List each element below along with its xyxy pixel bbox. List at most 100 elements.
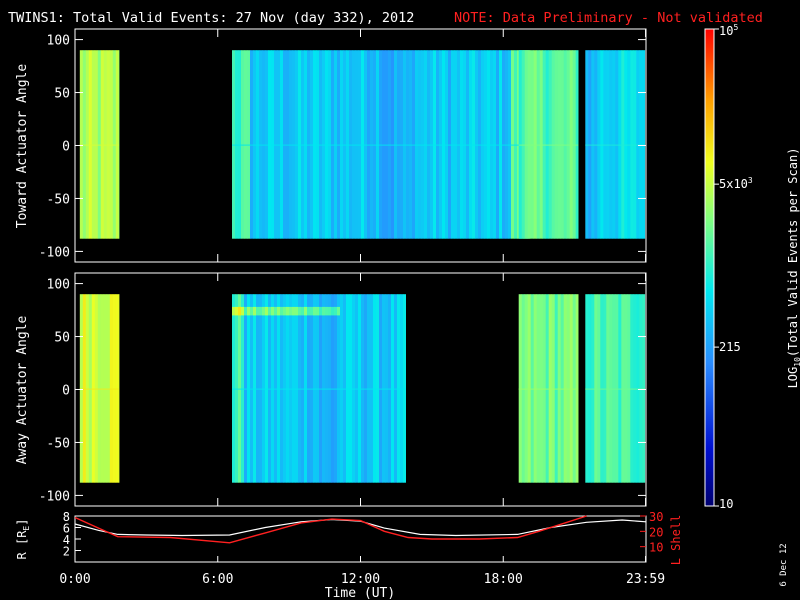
chart-title: TWINS1: Total Valid Events: 27 Nov (day … [8, 10, 414, 26]
toward-y-label: Toward Actuator Angle [15, 64, 30, 229]
orbit-frame [74, 515, 647, 563]
x-tick-label: 6:00 [202, 572, 233, 587]
heatmap-center-row [232, 388, 406, 390]
y-tick-label: -100 [39, 489, 70, 504]
colorbar-tick-label: 5x103 [719, 176, 753, 191]
colorbar-tick-label: 10 [719, 497, 733, 511]
heatmap-center-row [518, 144, 579, 146]
right-tick-label: 30 [649, 510, 663, 524]
away-y-label: Away Actuator Angle [15, 315, 30, 464]
right-tick-label: 20 [649, 525, 663, 539]
heatmap-band [337, 306, 341, 316]
heatmap-band [277, 306, 281, 316]
heatmap-band [322, 306, 326, 316]
y-tick-label: 100 [47, 278, 70, 293]
heatmap-band [316, 306, 320, 316]
heatmap-center-row [585, 144, 645, 146]
x-tick-label: 23:59 [626, 572, 665, 587]
l-shell-line [74, 515, 587, 544]
x-axis-label: Time (UT) [325, 586, 395, 600]
heatmap-band [238, 306, 242, 316]
away-x-ticks [74, 273, 647, 506]
heatmap-band [298, 306, 302, 316]
heatmap-band [232, 306, 236, 316]
heatmap-band [247, 306, 251, 316]
heatmap-band [262, 306, 266, 316]
heatmap-band [268, 306, 272, 316]
colorbar-gradient [704, 28, 715, 507]
away-heatmap [79, 294, 646, 483]
heatmap-band [286, 306, 290, 316]
colorbar-label: LOG10(Total Valid Events per Scan) [786, 148, 800, 389]
heatmap-center-row [79, 144, 120, 146]
colorbar-tick-label: 215 [719, 340, 741, 354]
heatmap-band [304, 306, 308, 316]
left-tick-label: 6 [63, 522, 70, 536]
heatmap-band [235, 306, 239, 316]
heatmap-band [307, 306, 311, 316]
heatmap-center-row [585, 388, 645, 390]
preliminary-note: NOTE: Data Preliminary - Not validated [454, 10, 763, 26]
r-distance-line [74, 518, 647, 537]
orbit-right-y-label: L Shell [669, 515, 683, 566]
heatmap-band [280, 306, 284, 316]
heatmap-band [328, 306, 332, 316]
heatmap-band [334, 306, 338, 316]
y-tick-label: -50 [47, 436, 70, 451]
heatmap-band [325, 306, 329, 316]
heatmap-band [256, 306, 260, 316]
heatmap-band [331, 306, 335, 316]
toward-heatmap [79, 50, 646, 239]
toward-x-ticks [74, 29, 647, 262]
heatmap-center-row [518, 388, 579, 390]
colorbar-tick-exponent: 3 [748, 176, 753, 185]
heatmap-band [250, 306, 254, 316]
colorbar: 10 215 5x103 105 LOG10(Total Valid Events p… [704, 23, 800, 511]
left-tick-label: 2 [63, 545, 70, 559]
away-panel: 100 50 0 -50 -100 Away Actuator Angle [15, 272, 647, 507]
heatmap-band [265, 306, 269, 316]
left-tick-label: 4 [63, 533, 70, 547]
y-tick-label: 50 [54, 331, 70, 346]
orbit-left-y-label: R [RE] [15, 519, 31, 560]
date-stamp: 6 Dec 12 [779, 543, 789, 586]
toward-y-ticks: 100 50 0 -50 -100 [39, 34, 646, 260]
heatmap-band [271, 306, 275, 316]
heatmap-band [274, 306, 278, 316]
heatmap-band [283, 306, 287, 316]
heatmap-band [253, 306, 257, 316]
left-tick-label: 8 [63, 510, 70, 524]
heatmap-band [241, 306, 245, 316]
colorbar-tick-label: 105 [719, 23, 738, 38]
y-tick-label: -100 [39, 245, 70, 260]
heatmap-band [319, 306, 323, 316]
x-tick-label: 18:00 [484, 572, 523, 587]
heatmap-band [313, 306, 317, 316]
heatmap-center-row [79, 388, 120, 390]
heatmap-band [295, 306, 299, 316]
heatmap-band [244, 306, 248, 316]
away-y-ticks: 100 50 0 -50 -100 [39, 278, 646, 504]
x-tick-label: 12:00 [341, 572, 380, 587]
heatmap-center-row [232, 144, 530, 146]
heatmap-band [259, 306, 263, 316]
y-tick-label: 100 [47, 34, 70, 49]
y-tick-label: 50 [54, 87, 70, 102]
heatmap-band [310, 306, 314, 316]
heatmap-band [292, 306, 296, 316]
y-tick-label: 0 [62, 140, 70, 155]
y-tick-label: -50 [47, 192, 70, 207]
heatmap-band [289, 306, 293, 316]
y-tick-label: 0 [62, 384, 70, 399]
heatmap-band [301, 306, 305, 316]
right-tick-label: 10 [649, 541, 663, 555]
colorbar-ticks: 10 215 5x103 105 [714, 23, 753, 511]
colorbar-tick-exponent: 5 [733, 23, 738, 32]
toward-panel: 100 50 0 -50 -100 Toward Actuator Angle [15, 28, 647, 263]
orbit-x-ticks: 0:00 6:00 12:00 18:00 23:59 [59, 556, 665, 587]
x-tick-label: 0:00 [59, 572, 90, 587]
